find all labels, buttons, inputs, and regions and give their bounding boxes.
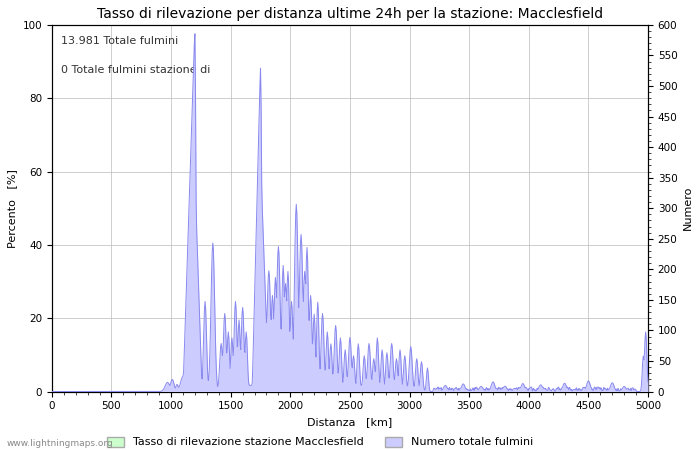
Legend: Tasso di rilevazione stazione Macclesfield, Numero totale fulmini: Tasso di rilevazione stazione Macclesfie… (102, 432, 538, 450)
Text: 0 Totale fulmini stazione di: 0 Totale fulmini stazione di (61, 65, 210, 75)
Y-axis label: Percento   [%]: Percento [%] (7, 169, 17, 248)
Y-axis label: Numero: Numero (683, 186, 693, 230)
Title: Tasso di rilevazione per distanza ultime 24h per la stazione: Macclesfield: Tasso di rilevazione per distanza ultime… (97, 7, 603, 21)
Text: 13.981 Totale fulmini: 13.981 Totale fulmini (61, 36, 178, 46)
Text: www.lightningmaps.org: www.lightningmaps.org (7, 439, 113, 448)
X-axis label: Distanza   [km]: Distanza [km] (307, 417, 393, 427)
